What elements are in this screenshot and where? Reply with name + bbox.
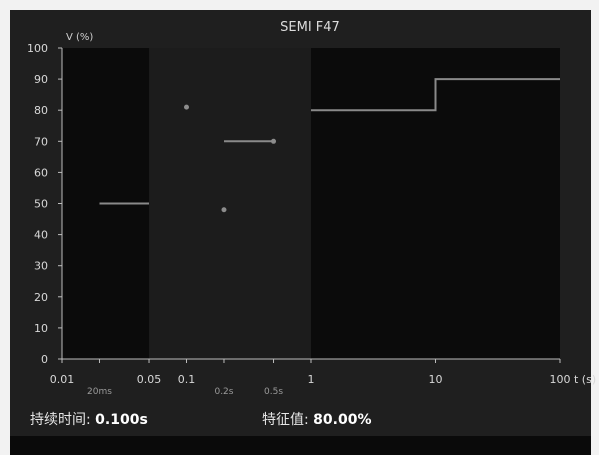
y-tick-label: 20	[34, 291, 48, 304]
feature-readout: 特征值: 80.00%	[262, 409, 371, 429]
feature-label: 特征值:	[262, 412, 309, 428]
x-tick-label: 0.1	[178, 373, 196, 386]
envelope-segment	[311, 78, 560, 112]
bottom-bar	[10, 436, 591, 455]
y-tick-label: 50	[34, 198, 48, 211]
duration-value: 0.100s	[95, 412, 148, 428]
y-axis-label: V (%)	[66, 32, 93, 43]
y-tick-label: 0	[41, 353, 48, 366]
x-tick-label: 10	[429, 373, 443, 386]
y-tick-label: 100	[27, 42, 48, 55]
tolerance-shaded-region	[149, 48, 311, 359]
feature-value: 80.00%	[313, 412, 372, 428]
y-tick-label: 90	[34, 73, 48, 86]
x-minor-tick-label: 0.5s	[264, 387, 283, 397]
y-tick-label: 10	[34, 322, 48, 335]
duration-readout: 持续时间: 0.100s	[30, 409, 148, 429]
y-tick-label: 80	[34, 104, 48, 117]
data-point	[271, 138, 277, 144]
y-tick-label: 60	[34, 166, 48, 179]
x-tick-label: 100	[550, 373, 571, 386]
duration-label: 持续时间:	[30, 412, 91, 428]
x-axis-label: t (s)	[574, 373, 596, 386]
y-tick-label: 30	[34, 260, 48, 273]
x-tick-label: 0.01	[50, 373, 75, 386]
y-tick-label: 40	[34, 229, 48, 242]
x-minor-tick-label: 20ms	[87, 387, 112, 397]
data-point	[184, 104, 189, 110]
x-tick-label: 1	[308, 373, 315, 386]
data-point	[221, 207, 227, 213]
x-minor-tick-label: 0.2s	[214, 387, 233, 397]
y-tick-label: 70	[34, 135, 48, 148]
chart-title: SEMI F47	[280, 20, 340, 35]
x-tick-label: 0.05	[137, 373, 162, 386]
